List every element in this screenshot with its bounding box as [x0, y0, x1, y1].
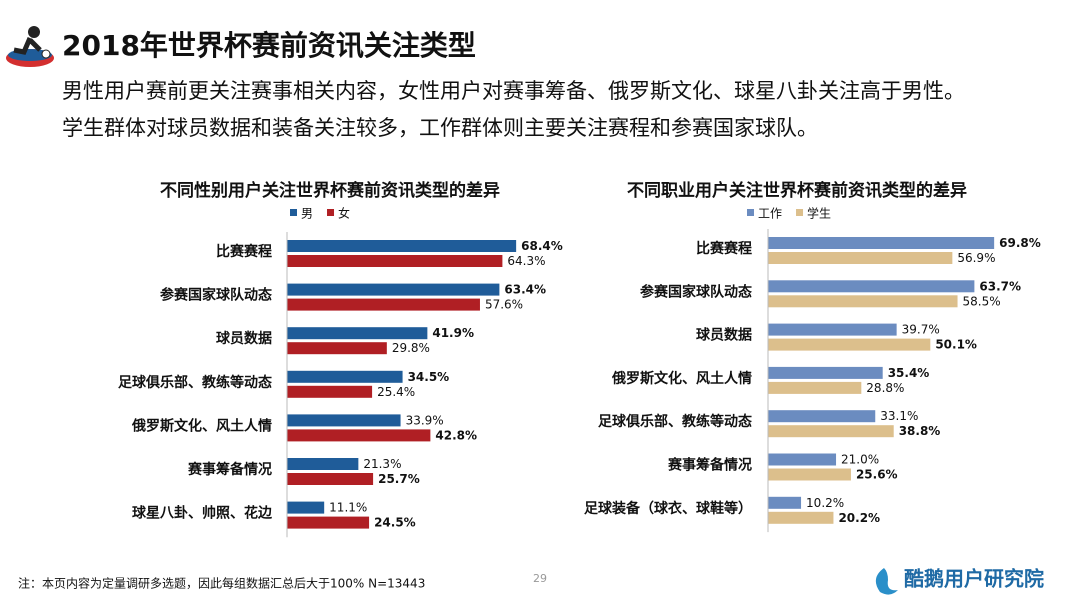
value-label: 63.4%	[504, 283, 546, 297]
bar	[287, 283, 500, 296]
category-label: 比赛赛程	[216, 243, 272, 260]
logo-icon	[6, 26, 54, 67]
legend-label: 工作	[758, 207, 782, 221]
bar	[768, 453, 837, 466]
bar	[287, 298, 480, 311]
category-label: 球员数据	[696, 327, 752, 344]
bar	[287, 414, 401, 427]
value-label: 38.8%	[899, 424, 941, 438]
value-label: 28.8%	[866, 381, 904, 395]
category-label: 俄罗斯文化、风土人情	[131, 417, 272, 434]
bar	[287, 370, 403, 383]
bar	[287, 429, 431, 442]
bar	[768, 323, 897, 336]
category-label: 比赛赛程	[696, 240, 752, 257]
summary-line: 男性用户赛前更关注赛事相关内容，女性用户对赛事筹备、俄罗斯文化、球星八卦关注高于…	[62, 79, 965, 103]
legend-swatch	[796, 209, 804, 216]
value-label: 21.0%	[841, 453, 879, 467]
value-label: 25.4%	[377, 385, 415, 399]
chart-title: 不同性别用户关注世界杯赛前资讯类型的差异	[160, 180, 500, 201]
value-label: 10.2%	[806, 496, 844, 510]
category-label: 赛事筹备情况	[187, 461, 272, 478]
category-label: 参赛国家球队动态	[160, 287, 272, 304]
bar	[287, 516, 370, 529]
category-label: 球员数据	[216, 330, 272, 347]
bar	[768, 511, 834, 524]
value-label: 29.8%	[392, 341, 430, 355]
legend-label: 男	[301, 207, 313, 221]
bar	[768, 237, 995, 249]
value-label: 35.4%	[888, 366, 930, 380]
brand-icon	[875, 568, 898, 595]
bar	[768, 280, 975, 293]
legend-label: 女	[338, 206, 350, 221]
bar	[768, 366, 883, 379]
value-label: 69.8%	[999, 236, 1041, 250]
bar	[768, 252, 953, 264]
value-label: 20.2%	[838, 511, 880, 525]
bar	[768, 295, 958, 308]
bar	[287, 385, 373, 398]
value-label: 25.7%	[378, 472, 420, 486]
legend-label: 学生	[807, 206, 831, 221]
value-label: 21.3%	[363, 457, 401, 471]
category-label: 足球俱乐部、教练等动态	[598, 413, 752, 430]
bar	[287, 327, 428, 340]
value-label: 34.5%	[408, 370, 450, 384]
bar	[287, 240, 517, 252]
category-label: 俄罗斯文化、风土人情	[611, 370, 752, 387]
bar	[287, 473, 374, 485]
summary-line: 学生群体对球员数据和装备关注较多，工作群体则主要关注赛程和参赛国家球队。	[62, 116, 818, 140]
value-label: 64.3%	[507, 254, 545, 268]
legend-swatch	[327, 209, 335, 216]
value-label: 63.7%	[979, 279, 1021, 293]
bar	[287, 458, 359, 470]
value-label: 24.5%	[374, 516, 416, 530]
value-label: 41.9%	[432, 326, 474, 340]
value-label: 33.1%	[880, 409, 918, 423]
bar	[768, 425, 894, 438]
category-label: 足球俱乐部、教练等动态	[118, 374, 272, 391]
bar	[768, 381, 862, 394]
chart-title: 不同职业用户关注世界杯赛前资讯类型的差异	[627, 180, 967, 201]
value-label: 39.7%	[902, 323, 940, 337]
value-label: 56.9%	[957, 251, 995, 265]
brand-name: 酷鹅用户研究院	[904, 567, 1044, 591]
value-label: 42.8%	[435, 428, 477, 442]
value-label: 25.6%	[856, 468, 898, 482]
bar	[287, 255, 503, 267]
value-label: 11.1%	[329, 501, 367, 515]
bar	[768, 410, 876, 423]
bar	[768, 496, 802, 509]
bar	[287, 342, 387, 355]
footnote: 注：本页内容为定量调研多选题，因此每组数据汇总后大于100% N=13443	[18, 576, 425, 591]
value-label: 50.1%	[935, 338, 977, 352]
page-number: 29	[533, 572, 547, 585]
category-label: 足球装备（球衣、球鞋等）	[584, 500, 752, 517]
category-label: 赛事筹备情况	[667, 457, 752, 474]
value-label: 57.6%	[485, 298, 523, 312]
slide-title: 2018年世界杯赛前资讯关注类型	[62, 29, 476, 62]
value-label: 33.9%	[406, 413, 444, 427]
bar	[768, 338, 931, 351]
legend-swatch	[747, 209, 754, 216]
bar	[287, 501, 325, 514]
bar	[768, 468, 851, 481]
value-label: 68.4%	[521, 239, 563, 253]
legend-swatch	[290, 209, 297, 216]
value-label: 58.5%	[963, 294, 1001, 308]
category-label: 球星八卦、帅照、花边	[132, 505, 273, 522]
category-label: 参赛国家球队动态	[640, 283, 752, 300]
